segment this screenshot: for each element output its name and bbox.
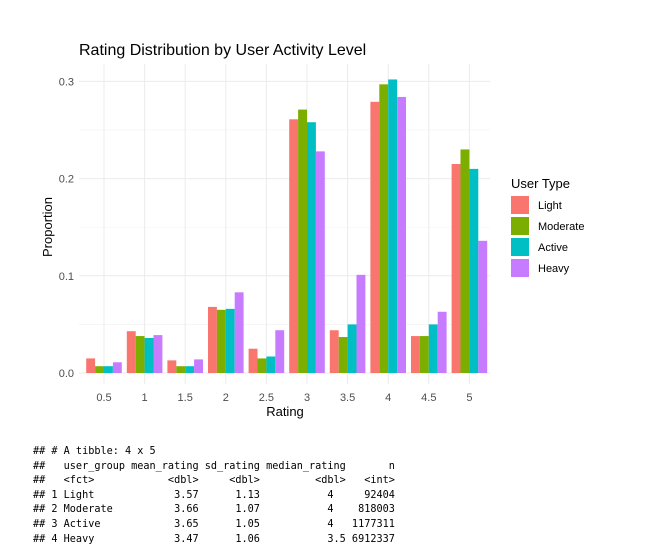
bar-moderate-2 xyxy=(216,309,226,373)
bar-heavy-3.5 xyxy=(356,274,366,373)
console-line: ## user_group mean_rating sd_rating medi… xyxy=(33,460,395,472)
legend-label-active: Active xyxy=(538,242,568,254)
bar-active-5 xyxy=(469,168,479,373)
y-tick-label: 0.1 xyxy=(59,271,74,283)
tick-labels: 0.0 0.1 0.2 0.3 0.5 1 1.5 2 2.5 3 3.5 4 4.5 5 xyxy=(59,76,473,404)
bar-heavy-1.5 xyxy=(194,359,203,373)
legend-swatch-light xyxy=(511,196,529,214)
x-tick-label: 4 xyxy=(385,392,391,404)
chart-svg: 0.0 0.1 0.2 0.3 0.5 1 1.5 2 2.5 3 3.5 4 4.5 5 Rating … xyxy=(40,42,584,419)
legend-label-moderate: Moderate xyxy=(538,221,584,233)
bar-heavy-0.5 xyxy=(112,362,122,373)
x-tick-label: 5 xyxy=(466,392,472,404)
bar-active-3 xyxy=(307,122,316,373)
bar-light-1 xyxy=(126,331,136,373)
console-line: ## 3 Active 3.65 1.05 4 1177311 xyxy=(33,518,395,530)
bar-heavy-4.5 xyxy=(437,311,447,373)
legend-title: User Type xyxy=(511,176,570,191)
console-line: ## <fct> <dbl> <dbl> <dbl> <int> xyxy=(33,475,395,487)
bars xyxy=(86,79,488,374)
bar-moderate-1 xyxy=(135,336,145,373)
console-line: ## 4 Heavy 3.47 1.06 3.5 6912337 xyxy=(33,533,395,545)
bar-heavy-5 xyxy=(478,240,488,373)
legend-swatch-moderate xyxy=(511,217,529,235)
y-axis-title: Proportion xyxy=(40,197,55,257)
bar-light-5 xyxy=(451,164,461,373)
console-output: ## # A tibble: 4 x 5 ## user_group mean_r… xyxy=(33,445,395,547)
bar-heavy-3 xyxy=(315,151,325,373)
x-tick-label: 1.5 xyxy=(178,392,193,404)
bar-light-0.5 xyxy=(86,358,96,373)
bar-moderate-4.5 xyxy=(419,336,429,373)
x-tick-label: 0.5 xyxy=(96,392,111,404)
grid xyxy=(79,64,490,384)
legend-label-light: Light xyxy=(538,200,562,212)
bar-heavy-4 xyxy=(397,96,406,374)
bar-active-1 xyxy=(144,338,154,373)
x-tick-label: 2.5 xyxy=(259,392,274,404)
bar-active-4 xyxy=(388,79,398,374)
bar-light-3 xyxy=(289,119,299,373)
chart: 0.0 0.1 0.2 0.3 0.5 1 1.5 2 2.5 3 3.5 4 4.5 5 Rating … xyxy=(40,42,584,419)
bar-heavy-1 xyxy=(153,335,163,373)
bar-light-4.5 xyxy=(411,336,420,373)
chart-title: Rating Distribution by User Activity Lev… xyxy=(79,42,366,59)
bar-light-3.5 xyxy=(329,330,339,373)
bar-active-0.5 xyxy=(104,366,113,373)
bar-active-1.5 xyxy=(185,366,195,373)
bar-light-2 xyxy=(208,306,217,373)
legend-swatch-active xyxy=(511,238,529,256)
x-tick-label: 2 xyxy=(223,392,229,404)
console-line: ## # A tibble: 4 x 5 xyxy=(33,446,156,457)
y-tick-label: 0.2 xyxy=(59,174,74,186)
bar-active-4.5 xyxy=(428,324,438,373)
bar-moderate-1.5 xyxy=(176,366,186,373)
bar-heavy-2 xyxy=(234,292,244,373)
bar-active-2.5 xyxy=(266,356,276,373)
bar-active-2 xyxy=(225,308,235,373)
bar-moderate-0.5 xyxy=(95,366,104,373)
bar-light-2.5 xyxy=(248,348,258,373)
bar-moderate-4 xyxy=(379,84,389,373)
x-tick-label: 1 xyxy=(142,392,148,404)
bar-heavy-2.5 xyxy=(275,330,285,373)
x-tick-label: 4.5 xyxy=(421,392,436,404)
legend-swatch-heavy xyxy=(511,259,529,277)
legend-label-heavy: Heavy xyxy=(538,263,570,275)
bar-moderate-2.5 xyxy=(257,358,267,373)
console-line: ## 1 Light 3.57 1.13 4 92404 xyxy=(33,489,395,501)
bar-moderate-5 xyxy=(460,149,470,373)
x-axis-title: Rating xyxy=(266,404,304,419)
bar-active-3.5 xyxy=(347,324,357,373)
bar-light-1.5 xyxy=(167,360,177,373)
x-tick-label: 3.5 xyxy=(340,392,355,404)
x-tick-label: 3 xyxy=(304,392,310,404)
y-tick-label: 0.3 xyxy=(59,76,74,88)
bar-moderate-3.5 xyxy=(338,337,348,373)
console-line: ## 2 Moderate 3.66 1.07 4 818003 xyxy=(33,504,395,516)
bar-moderate-3 xyxy=(298,109,307,373)
bar-light-4 xyxy=(370,101,380,373)
legend-items: Light Moderate Active Heavy xyxy=(511,196,584,277)
legend: User Type Light Moderate Active Heavy xyxy=(511,176,584,277)
y-tick-label: 0.0 xyxy=(59,368,74,380)
